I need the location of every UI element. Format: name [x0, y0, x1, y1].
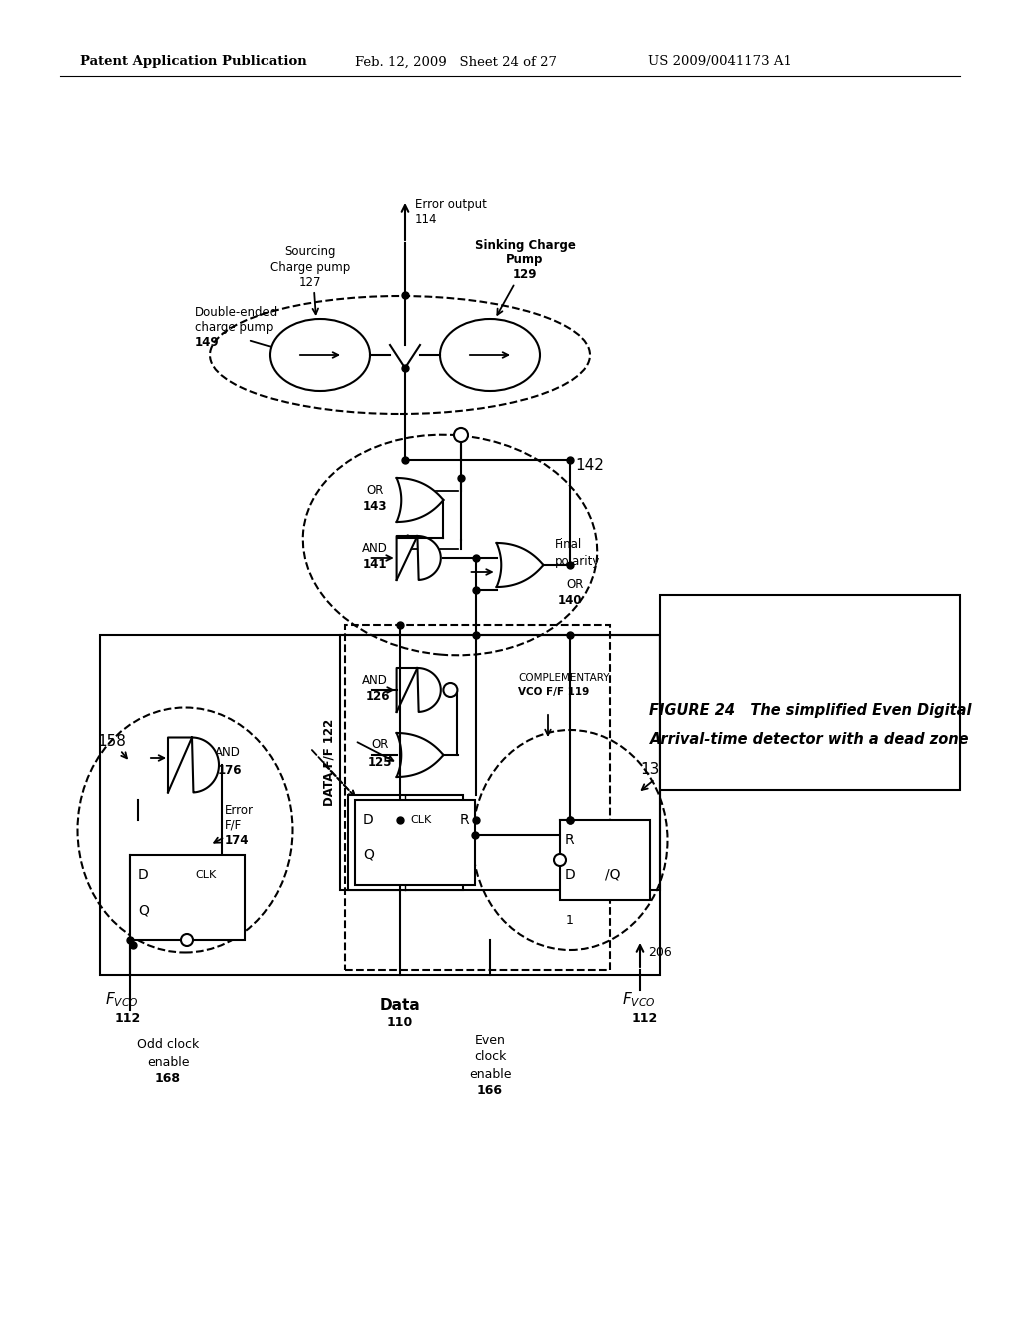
Text: Error: Error [225, 804, 254, 817]
Text: 158: 158 [97, 734, 126, 750]
Text: 112: 112 [115, 1011, 141, 1024]
Text: 168: 168 [155, 1072, 181, 1085]
Text: enable: enable [469, 1068, 511, 1081]
Text: AND: AND [362, 541, 388, 554]
Text: Sinking Charge
Pump
129: Sinking Charge Pump 129 [474, 239, 575, 281]
Polygon shape [396, 733, 443, 777]
Text: /Q: /Q [605, 869, 621, 882]
Text: Arrival-time detector with a dead zone: Arrival-time detector with a dead zone [650, 733, 970, 747]
Text: Data: Data [380, 998, 421, 1012]
Text: 126: 126 [366, 690, 390, 704]
Bar [348, 795, 463, 890]
Text: Final: Final [555, 539, 583, 552]
Text: 206: 206 [648, 946, 672, 960]
Bar [560, 820, 650, 900]
Text: COMPLEMENTARY: COMPLEMENTARY [518, 673, 609, 682]
Text: CLK: CLK [195, 870, 216, 880]
Text: enable: enable [146, 1056, 189, 1068]
Ellipse shape [270, 319, 370, 391]
Text: Even: Even [474, 1034, 506, 1047]
Polygon shape [396, 478, 443, 521]
Text: D: D [358, 813, 369, 828]
Text: clock: clock [474, 1051, 506, 1064]
Text: OR: OR [372, 738, 389, 751]
Text: OR: OR [367, 483, 384, 496]
Text: CLK: CLK [413, 814, 434, 825]
Ellipse shape [440, 319, 540, 391]
Text: Patent Application Publication: Patent Application Publication [80, 55, 307, 69]
Text: $F_{VCO}$: $F_{VCO}$ [105, 990, 138, 1010]
Polygon shape [497, 543, 544, 587]
Text: 1: 1 [566, 913, 573, 927]
Text: R: R [565, 833, 574, 847]
Text: AND: AND [362, 673, 388, 686]
Text: 133: 133 [640, 763, 670, 777]
Text: 149: 149 [195, 335, 219, 348]
Text: 174: 174 [225, 833, 250, 846]
Bar [660, 595, 961, 789]
Text: 125: 125 [368, 755, 392, 768]
Text: Odd clock: Odd clock [137, 1039, 199, 1052]
Circle shape [554, 854, 566, 866]
Text: D: D [362, 813, 374, 828]
Text: OR: OR [566, 578, 584, 591]
Text: Feb. 12, 2009   Sheet 24 of 27: Feb. 12, 2009 Sheet 24 of 27 [355, 55, 557, 69]
Circle shape [454, 428, 468, 442]
Text: D: D [138, 869, 148, 882]
Text: VCO F/F 119: VCO F/F 119 [518, 686, 589, 697]
Text: 143: 143 [362, 500, 387, 513]
Text: Double-ended
charge pump: Double-ended charge pump [195, 306, 279, 334]
Text: polarity: polarity [555, 556, 600, 569]
Text: Q: Q [358, 847, 369, 862]
Text: 142: 142 [575, 458, 604, 473]
Bar [355, 800, 475, 884]
Polygon shape [396, 668, 440, 711]
Text: Q: Q [362, 847, 374, 862]
Text: FIGURE 24   The simplified Even Digital: FIGURE 24 The simplified Even Digital [649, 702, 971, 718]
Text: CLK: CLK [410, 814, 431, 825]
Polygon shape [396, 536, 440, 579]
Text: Sourcing
Charge pump
127: Sourcing Charge pump 127 [270, 246, 350, 289]
Text: R: R [460, 813, 470, 828]
Text: AND: AND [215, 747, 241, 759]
Text: Q: Q [138, 903, 148, 917]
Text: 141: 141 [362, 558, 387, 572]
Text: $F_{VCO}$: $F_{VCO}$ [622, 990, 655, 1010]
Circle shape [181, 935, 193, 946]
Bar [345, 624, 610, 970]
Bar [340, 635, 660, 890]
Text: DATA F/F 122: DATA F/F 122 [322, 719, 335, 807]
Text: R: R [449, 813, 458, 828]
Text: 110: 110 [387, 1016, 413, 1030]
Bar [100, 635, 660, 975]
Polygon shape [168, 738, 219, 792]
Text: 140: 140 [558, 594, 583, 606]
Text: 176: 176 [218, 763, 243, 776]
Text: US 2009/0041173 A1: US 2009/0041173 A1 [648, 55, 792, 69]
Bar [130, 855, 245, 940]
Text: D: D [565, 869, 575, 882]
Circle shape [443, 682, 458, 697]
Text: 112: 112 [632, 1011, 658, 1024]
Text: 166: 166 [477, 1085, 503, 1097]
Text: Error output
114: Error output 114 [415, 198, 486, 226]
Text: F/F: F/F [225, 818, 243, 832]
